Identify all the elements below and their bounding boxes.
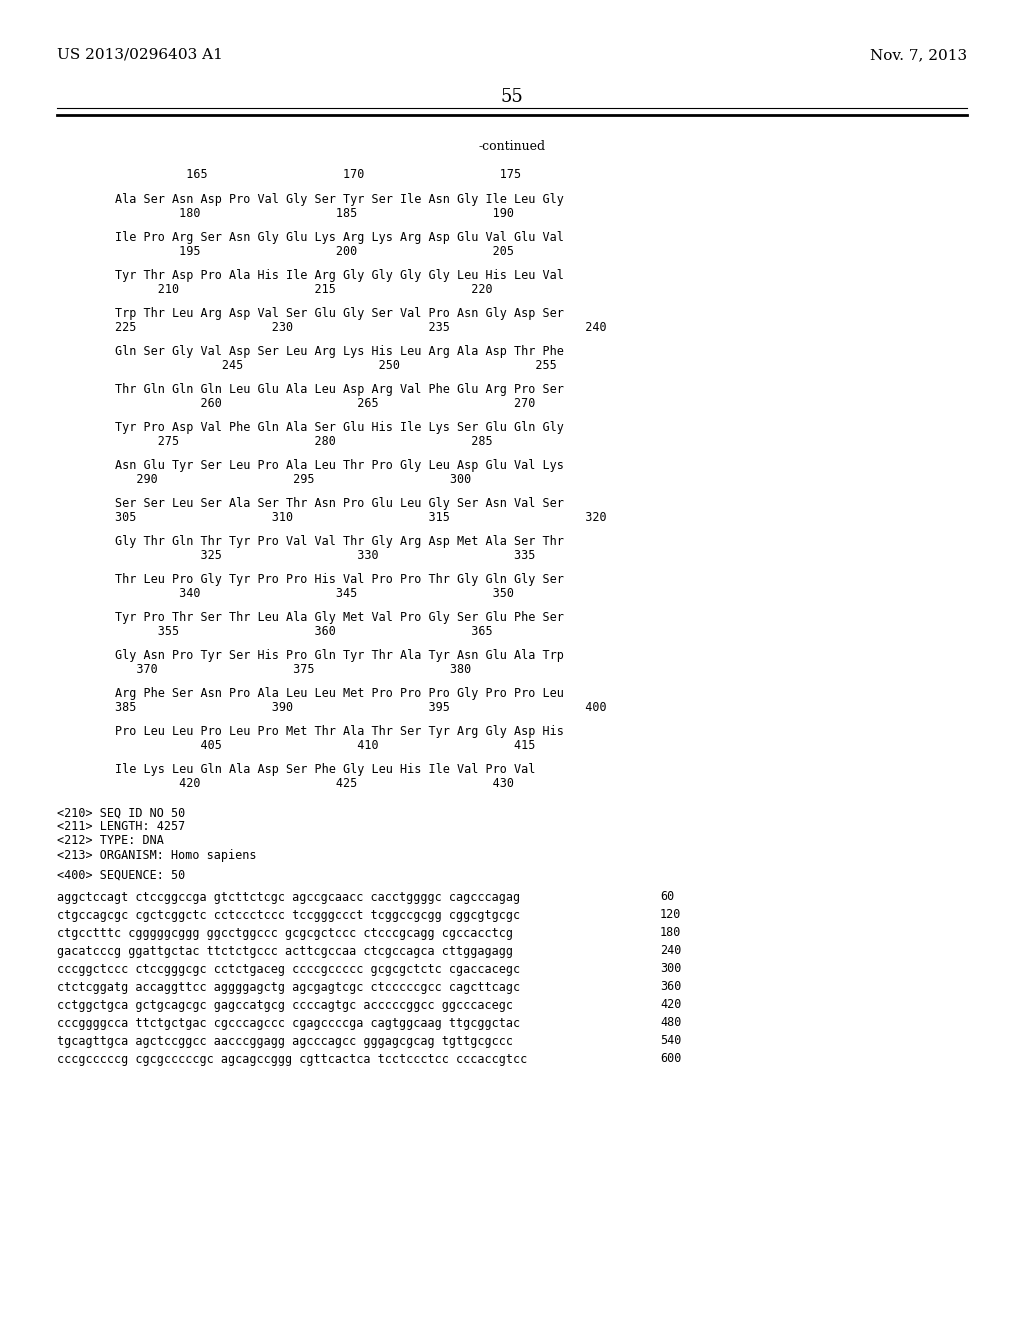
- Text: <212> TYPE: DNA: <212> TYPE: DNA: [57, 834, 164, 847]
- Text: 290                   295                   300: 290 295 300: [115, 473, 471, 486]
- Text: 225                   230                   235                   240: 225 230 235 240: [115, 321, 606, 334]
- Text: Ser Ser Leu Ser Ala Ser Thr Asn Pro Glu Leu Gly Ser Asn Val Ser: Ser Ser Leu Ser Ala Ser Thr Asn Pro Glu …: [115, 496, 564, 510]
- Text: Gly Thr Gln Thr Tyr Pro Val Val Thr Gly Arg Asp Met Ala Ser Thr: Gly Thr Gln Thr Tyr Pro Val Val Thr Gly …: [115, 535, 564, 548]
- Text: cccgcccccg cgcgcccccgc agcagccggg cgttcactca tcctccctcc cccaccgtcc: cccgcccccg cgcgcccccgc agcagccggg cgttca…: [57, 1052, 527, 1065]
- Text: 340                   345                   350: 340 345 350: [115, 587, 514, 601]
- Text: 245                   250                   255: 245 250 255: [115, 359, 557, 372]
- Text: Tyr Pro Thr Ser Thr Leu Ala Gly Met Val Pro Gly Ser Glu Phe Ser: Tyr Pro Thr Ser Thr Leu Ala Gly Met Val …: [115, 610, 564, 623]
- Text: Tyr Pro Asp Val Phe Gln Ala Ser Glu His Ile Lys Ser Glu Gln Gly: Tyr Pro Asp Val Phe Gln Ala Ser Glu His …: [115, 421, 564, 433]
- Text: cccggctccc ctccgggcgc cctctgaceg ccccgccccc gcgcgctctc cgaccacegc: cccggctccc ctccgggcgc cctctgaceg ccccgcc…: [57, 962, 520, 975]
- Text: aggctccagt ctccggccga gtcttctcgc agccgcaacc cacctggggc cagcccagag: aggctccagt ctccggccga gtcttctcgc agccgca…: [57, 891, 520, 903]
- Text: -continued: -continued: [478, 140, 546, 153]
- Text: Ala Ser Asn Asp Pro Val Gly Ser Tyr Ser Ile Asn Gly Ile Leu Gly: Ala Ser Asn Asp Pro Val Gly Ser Tyr Ser …: [115, 193, 564, 206]
- Text: 480: 480: [660, 1016, 681, 1030]
- Text: Trp Thr Leu Arg Asp Val Ser Glu Gly Ser Val Pro Asn Gly Asp Ser: Trp Thr Leu Arg Asp Val Ser Glu Gly Ser …: [115, 306, 564, 319]
- Text: cccggggcca ttctgctgac cgcccagccc cgagccccga cagtggcaag ttgcggctac: cccggggcca ttctgctgac cgcccagccc cgagccc…: [57, 1016, 520, 1030]
- Text: 195                   200                   205: 195 200 205: [115, 246, 514, 257]
- Text: ctgcctttc cgggggcggg ggcctggccc gcgcgctccc ctcccgcagg cgccacctcg: ctgcctttc cgggggcggg ggcctggccc gcgcgctc…: [57, 927, 513, 940]
- Text: 420                   425                   430: 420 425 430: [115, 777, 514, 789]
- Text: 275                   280                   285: 275 280 285: [115, 436, 493, 447]
- Text: 120: 120: [660, 908, 681, 921]
- Text: <210> SEQ ID NO 50: <210> SEQ ID NO 50: [57, 807, 185, 820]
- Text: 600: 600: [660, 1052, 681, 1065]
- Text: Pro Leu Leu Pro Leu Pro Met Thr Ala Thr Ser Tyr Arg Gly Asp His: Pro Leu Leu Pro Leu Pro Met Thr Ala Thr …: [115, 725, 564, 738]
- Text: 180                   185                   190: 180 185 190: [115, 207, 514, 220]
- Text: 325                   330                   335: 325 330 335: [115, 549, 536, 562]
- Text: Gly Asn Pro Tyr Ser His Pro Gln Tyr Thr Ala Tyr Asn Glu Ala Trp: Gly Asn Pro Tyr Ser His Pro Gln Tyr Thr …: [115, 648, 564, 661]
- Text: Ile Lys Leu Gln Ala Asp Ser Phe Gly Leu His Ile Val Pro Val: Ile Lys Leu Gln Ala Asp Ser Phe Gly Leu …: [115, 763, 536, 776]
- Text: Tyr Thr Asp Pro Ala His Ile Arg Gly Gly Gly Gly Leu His Leu Val: Tyr Thr Asp Pro Ala His Ile Arg Gly Gly …: [115, 268, 564, 281]
- Text: Thr Leu Pro Gly Tyr Pro Pro His Val Pro Pro Thr Gly Gln Gly Ser: Thr Leu Pro Gly Tyr Pro Pro His Val Pro …: [115, 573, 564, 586]
- Text: 260                   265                   270: 260 265 270: [115, 397, 536, 411]
- Text: Nov. 7, 2013: Nov. 7, 2013: [869, 48, 967, 62]
- Text: 300: 300: [660, 962, 681, 975]
- Text: 180: 180: [660, 927, 681, 940]
- Text: 540: 540: [660, 1035, 681, 1048]
- Text: 210                   215                   220: 210 215 220: [115, 282, 493, 296]
- Text: 420: 420: [660, 998, 681, 1011]
- Text: Ile Pro Arg Ser Asn Gly Glu Lys Arg Lys Arg Asp Glu Val Glu Val: Ile Pro Arg Ser Asn Gly Glu Lys Arg Lys …: [115, 231, 564, 243]
- Text: ctgccagcgc cgctcggctc cctccctccc tccgggccct tcggccgcgg cggcgtgcgc: ctgccagcgc cgctcggctc cctccctccc tccgggc…: [57, 908, 520, 921]
- Text: Arg Phe Ser Asn Pro Ala Leu Leu Met Pro Pro Pro Gly Pro Pro Leu: Arg Phe Ser Asn Pro Ala Leu Leu Met Pro …: [115, 686, 564, 700]
- Text: Asn Glu Tyr Ser Leu Pro Ala Leu Thr Pro Gly Leu Asp Glu Val Lys: Asn Glu Tyr Ser Leu Pro Ala Leu Thr Pro …: [115, 458, 564, 471]
- Text: ctctcggatg accaggttcc aggggagctg agcgagtcgc ctcccccgcc cagcttcagc: ctctcggatg accaggttcc aggggagctg agcgagt…: [57, 981, 520, 994]
- Text: tgcagttgca agctccggcc aacccggagg agcccagcc gggagcgcag tgttgcgccc: tgcagttgca agctccggcc aacccggagg agcccag…: [57, 1035, 513, 1048]
- Text: <211> LENGTH: 4257: <211> LENGTH: 4257: [57, 821, 185, 833]
- Text: 305                   310                   315                   320: 305 310 315 320: [115, 511, 606, 524]
- Text: gacatcccg ggattgctac ttctctgccc acttcgccaa ctcgccagca cttggagagg: gacatcccg ggattgctac ttctctgccc acttcgcc…: [57, 945, 513, 957]
- Text: 60: 60: [660, 891, 674, 903]
- Text: 385                   390                   395                   400: 385 390 395 400: [115, 701, 606, 714]
- Text: Thr Gln Gln Gln Leu Glu Ala Leu Asp Arg Val Phe Glu Arg Pro Ser: Thr Gln Gln Gln Leu Glu Ala Leu Asp Arg …: [115, 383, 564, 396]
- Text: 360: 360: [660, 981, 681, 994]
- Text: 55: 55: [501, 88, 523, 106]
- Text: 370                   375                   380: 370 375 380: [115, 663, 471, 676]
- Text: <213> ORGANISM: Homo sapiens: <213> ORGANISM: Homo sapiens: [57, 849, 256, 862]
- Text: cctggctgca gctgcagcgc gagccatgcg ccccagtgc acccccggcc ggcccacegc: cctggctgca gctgcagcgc gagccatgcg ccccagt…: [57, 998, 513, 1011]
- Text: 355                   360                   365: 355 360 365: [115, 624, 493, 638]
- Text: Gln Ser Gly Val Asp Ser Leu Arg Lys His Leu Arg Ala Asp Thr Phe: Gln Ser Gly Val Asp Ser Leu Arg Lys His …: [115, 345, 564, 358]
- Text: 240: 240: [660, 945, 681, 957]
- Text: <400> SEQUENCE: 50: <400> SEQUENCE: 50: [57, 869, 185, 882]
- Text: 165                   170                   175: 165 170 175: [115, 168, 521, 181]
- Text: US 2013/0296403 A1: US 2013/0296403 A1: [57, 48, 223, 62]
- Text: 405                   410                   415: 405 410 415: [115, 739, 536, 752]
